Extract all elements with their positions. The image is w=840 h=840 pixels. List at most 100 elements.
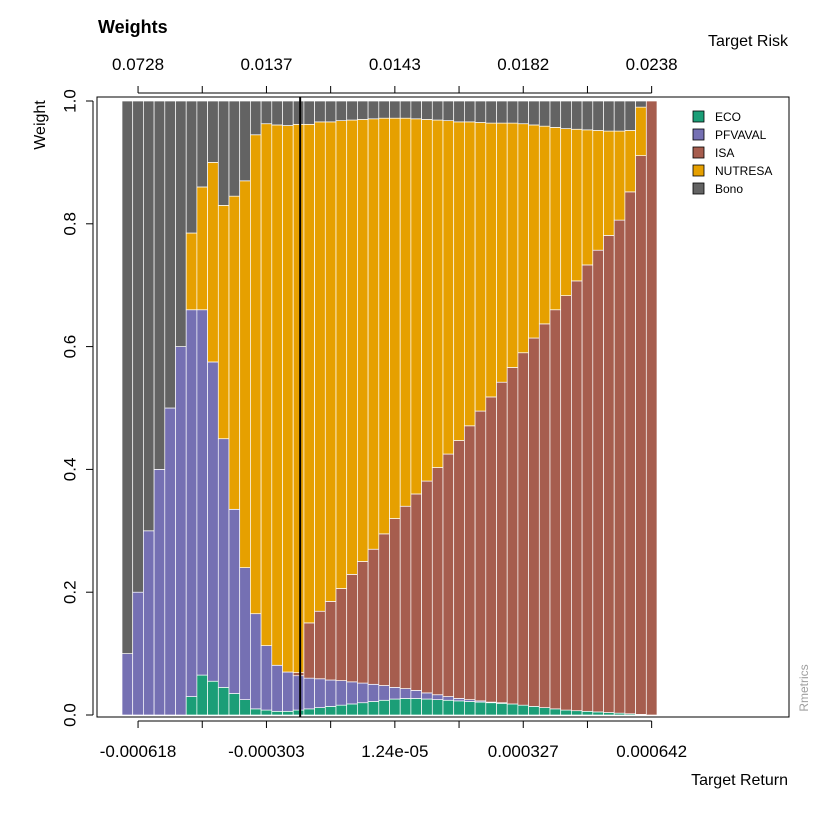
legend-label-bono: Bono	[715, 182, 743, 196]
x-tick-label-bottom-4: 0.000642	[616, 742, 687, 761]
legend-swatch-eco	[692, 110, 705, 123]
bar-segment-pfvaval-9	[207, 361, 219, 682]
bar-segment-nutresa-37	[506, 122, 519, 368]
bar-segment-bono-35	[485, 100, 497, 124]
bar-segment-bono-42	[560, 100, 572, 129]
bar-segment-eco-12	[239, 699, 251, 716]
x-tick-label-bottom-1: -0.000303	[228, 742, 305, 761]
x-tick-label-top-2: 0.0143	[369, 55, 421, 74]
bar-segment-nutresa-12	[239, 180, 251, 568]
bar-segment-isa-17	[292, 672, 305, 677]
bar-segment-nutresa-21	[335, 120, 348, 589]
bar-segment-isa-27	[399, 505, 412, 689]
bar-segment-bono-49	[635, 100, 647, 108]
bar-segment-pfvaval-7	[185, 309, 198, 697]
bar-segment-eco-13	[250, 708, 262, 716]
y-tick-label-1: 0.2	[61, 580, 80, 604]
bar-segment-nutresa-22	[346, 119, 358, 575]
bar-segment-bono-46	[603, 100, 615, 132]
bar-segment-eco-29	[421, 698, 433, 716]
bar-segment-bono-16	[282, 100, 294, 126]
bar-segment-eco-37	[506, 703, 519, 716]
bar-segment-eco-16	[282, 710, 294, 716]
bar-segment-eco-20	[324, 706, 337, 716]
bar-segment-bono-15	[271, 100, 283, 126]
bar-segment-bono-26	[389, 100, 401, 119]
bar-segment-isa-36	[496, 381, 508, 704]
bar-segment-eco-41	[549, 708, 562, 716]
bar-segment-bono-2	[132, 100, 144, 593]
bar-segment-bono-33	[464, 100, 476, 123]
bar-segment-nutresa-33	[464, 121, 476, 427]
bar-segment-nutresa-49	[635, 106, 647, 156]
y-tick-label-5: 1.0	[61, 89, 80, 113]
bar-segment-nutresa-44	[581, 129, 594, 266]
bar-segment-eco-15	[271, 710, 283, 716]
bar-segment-pfvaval-24	[367, 683, 380, 702]
bar-segment-eco-25	[378, 699, 390, 716]
bar-segment-isa-41	[549, 309, 562, 710]
bar-segment-eco-34	[474, 701, 487, 716]
bar-segment-isa-25	[378, 533, 390, 686]
bar-segment-nutresa-31	[442, 120, 455, 455]
bar-segment-pfvaval-20	[324, 679, 337, 707]
bar-segment-nutresa-16	[282, 125, 294, 673]
bar-segment-eco-26	[389, 698, 401, 716]
bar-segment-bono-27	[399, 100, 412, 119]
bar-segment-isa-22	[346, 574, 358, 683]
bar-segment-bono-20	[324, 100, 337, 123]
bar-segment-bono-14	[260, 100, 273, 125]
bar-segment-pfvaval-12	[239, 567, 251, 701]
bar-segment-bono-40	[538, 100, 551, 127]
bar-segment-bono-19	[314, 100, 326, 123]
bar-segment-bono-9	[207, 100, 219, 163]
bar-segment-bono-45	[592, 100, 604, 131]
bar-segment-bono-43	[571, 100, 583, 130]
bar-segment-nutresa-48	[624, 130, 636, 193]
bar-segment-bono-41	[549, 100, 562, 128]
x-tick-label-top-1: 0.0137	[240, 55, 292, 74]
x-tick-label-top-4: 0.0238	[626, 55, 678, 74]
legend: ECO PFVAVAL ISA NUTRESA Bono	[692, 110, 772, 196]
rmetrics-watermark: Rmetrics	[797, 664, 811, 711]
y-tick-label-2: 0.4	[61, 458, 80, 482]
bar-segment-eco-38	[517, 704, 529, 716]
bar-segment-bono-6	[175, 100, 187, 347]
bar-segment-bono-47	[613, 100, 626, 132]
bar-segment-nutresa-11	[228, 195, 241, 510]
bar-segment-pfvaval-29	[421, 692, 433, 700]
x-tick-label-bottom-2: 1.24e-05	[361, 742, 428, 761]
bar-segment-eco-35	[485, 702, 497, 716]
bar-segment-bono-18	[303, 100, 315, 125]
bar-segment-eco-42	[560, 709, 572, 716]
bar-segment-pfvaval-8	[196, 309, 208, 676]
bar-segment-bono-1	[121, 100, 134, 654]
bar-segment-nutresa-26	[389, 117, 401, 519]
bar-segment-bono-28	[410, 100, 422, 120]
bar-segment-nutresa-45	[592, 130, 604, 251]
bar-segment-isa-49	[635, 155, 647, 715]
bar-segment-isa-21	[335, 588, 348, 681]
bar-segment-bono-21	[335, 100, 348, 121]
x-tick-label-top-3: 0.0182	[497, 55, 549, 74]
bar-segment-isa-18	[303, 622, 315, 679]
y-tick-label-3: 0.6	[61, 335, 80, 359]
bar-segment-isa-46	[603, 235, 615, 713]
legend-swatch-bono	[692, 182, 705, 195]
bar-segment-pfvaval-14	[260, 645, 273, 711]
chart-title: Weights	[98, 17, 168, 37]
bar-segment-pfvaval-16	[282, 671, 294, 712]
bar-segment-isa-32	[453, 440, 465, 699]
bar-segment-nutresa-25	[378, 117, 390, 535]
axes-group: 0.0 0.2 0.4 0.6 0.8 1.0 -0.000618 -0.000303 1.24…	[61, 55, 688, 761]
bar-segment-nutresa-19	[314, 121, 326, 612]
bar-segment-eco-46	[603, 712, 615, 716]
bar-segment-nutresa-42	[560, 128, 572, 296]
bar-segment-eco-31	[442, 699, 455, 716]
bar-segment-pfvaval-26	[389, 687, 401, 700]
bar-segment-nutresa-43	[571, 128, 583, 282]
bar-segment-isa-50	[645, 100, 658, 716]
bar-segment-eco-9	[207, 680, 219, 716]
bar-segment-pfvaval-2	[132, 591, 144, 716]
bar-segment-eco-32	[453, 700, 465, 716]
